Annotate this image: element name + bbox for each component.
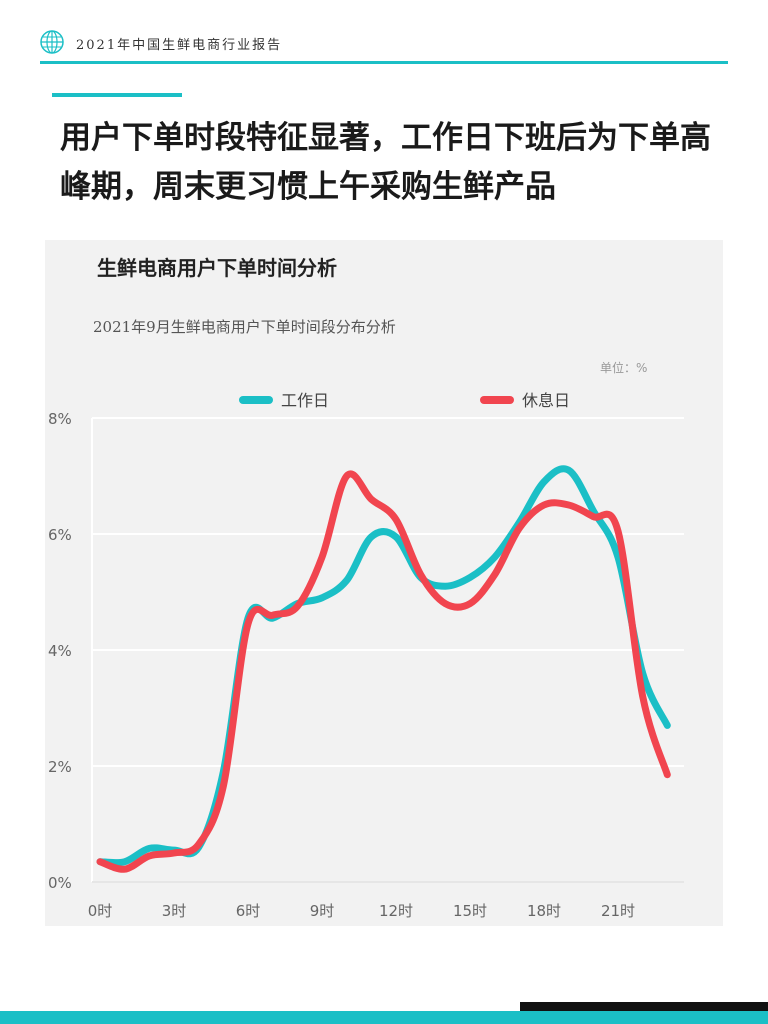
series-line-2 (96, 470, 671, 873)
x-tick-label: 6时 (236, 902, 261, 920)
legend-label-2: 休息日 (522, 391, 570, 410)
globe-logo-icon (40, 30, 64, 54)
series-line-1 (96, 465, 671, 867)
x-tick-label: 12时 (379, 902, 413, 920)
report-header-title: 2021年中国生鲜电商行业报告 (76, 38, 283, 53)
footer-teal-bar (0, 1011, 768, 1024)
x-tick-label: 0时 (88, 902, 113, 920)
footer-black-bar (520, 1002, 768, 1011)
x-tick-label: 21时 (601, 902, 635, 920)
chart-title: 生鲜电商用户下单时间分析 (97, 256, 337, 280)
legend-label-1: 工作日 (281, 391, 329, 410)
y-tick-label: 2% (48, 758, 72, 776)
x-tick-label: 15时 (453, 902, 487, 920)
y-tick-label: 4% (48, 642, 72, 660)
chart-subtitle: 2021年9月生鲜电商用户下单时间段分布分析 (93, 318, 396, 336)
x-tick-label: 18时 (527, 902, 561, 920)
y-tick-label: 8% (48, 410, 72, 428)
header-rule (40, 61, 728, 64)
chart-panel (45, 240, 723, 926)
y-tick-label: 0% (48, 874, 72, 892)
x-tick-label: 3时 (162, 902, 187, 920)
headline-accent-bar (52, 93, 182, 97)
chart-unit-label: 单位：% (600, 361, 648, 375)
y-tick-label: 6% (48, 526, 72, 544)
x-tick-label: 9时 (310, 902, 335, 920)
page-headline: 用户下单时段特征显著，工作日下班后为下单高峰期，周末更习惯上午采购生鲜产品 (60, 120, 711, 205)
